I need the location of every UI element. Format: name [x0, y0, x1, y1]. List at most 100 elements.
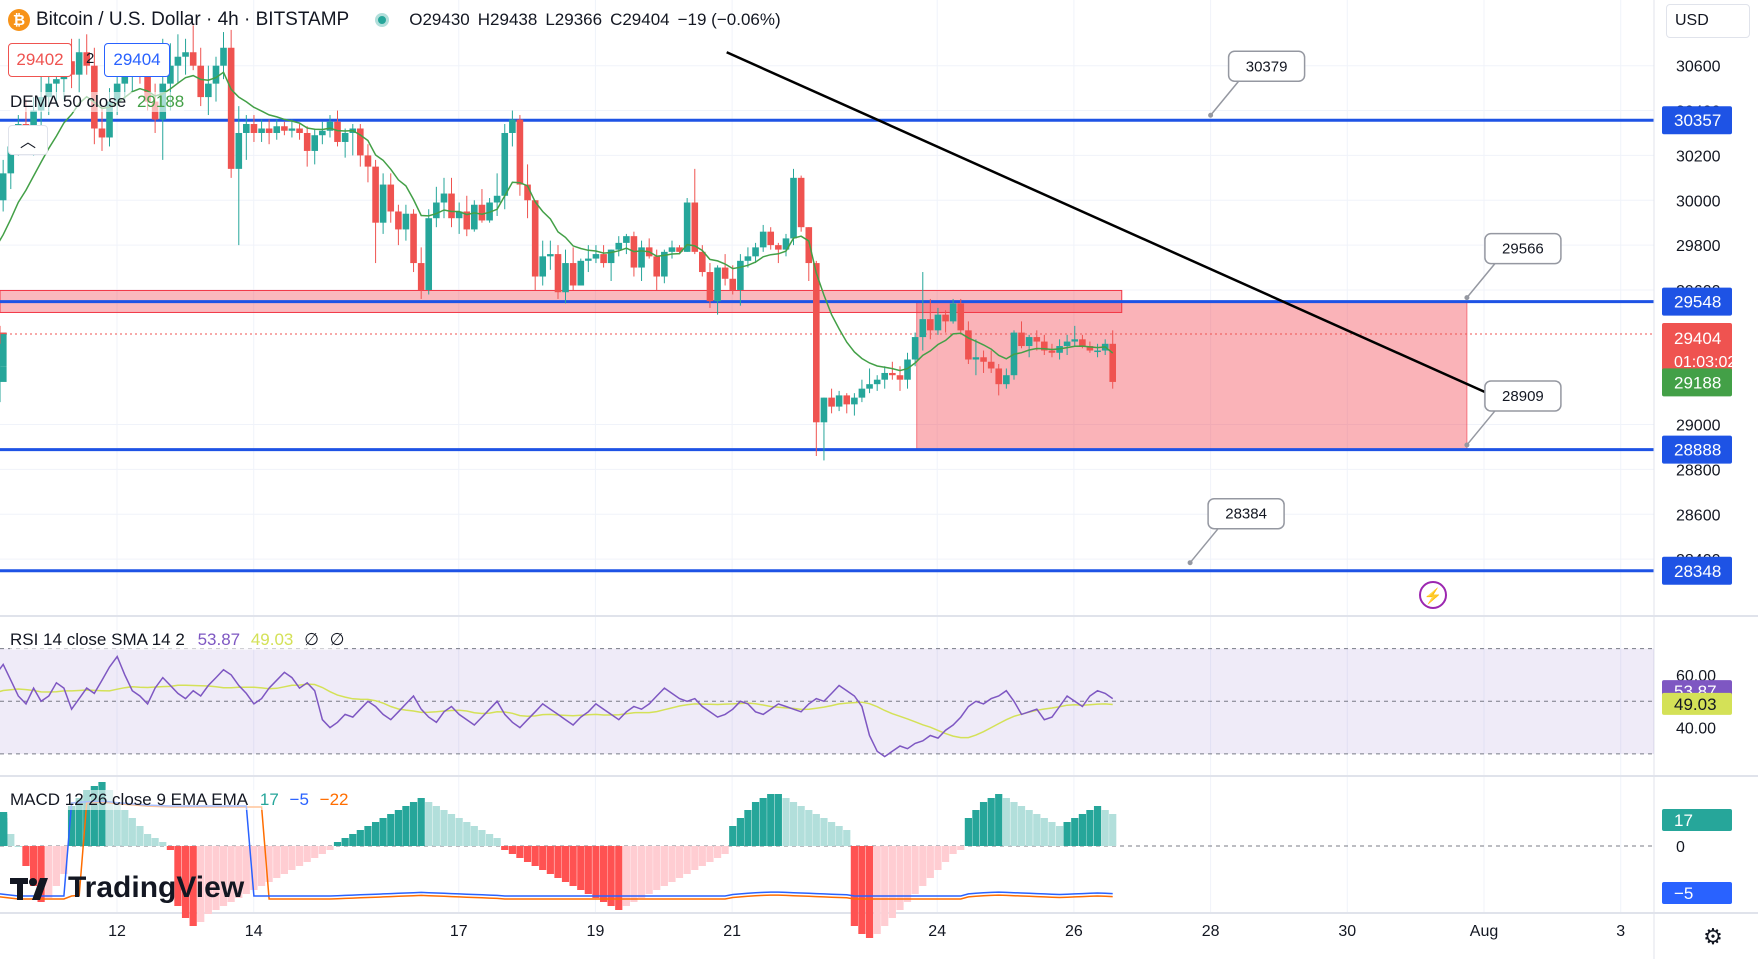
candle-body: [668, 247, 676, 252]
candle-body: [417, 263, 425, 290]
macd-hist-bar: [911, 846, 919, 894]
macd-hist-bar: [637, 846, 646, 898]
macd-hist-bar: [402, 806, 410, 846]
macd-hist-bar: [896, 846, 904, 910]
currency-selector[interactable]: USD: [1666, 4, 1750, 38]
dema-tag-text: 29188: [1674, 373, 1721, 392]
candle-body: [1086, 346, 1094, 351]
macd-hist-bar: [789, 802, 798, 846]
candle-body: [45, 83, 53, 98]
candle-body: [364, 155, 372, 167]
candle-body: [767, 231, 775, 246]
time-tick-label: 30: [1338, 923, 1356, 940]
candle-body: [387, 184, 395, 212]
price-tick-label: 30600: [1676, 59, 1721, 76]
macd-hist-bar: [447, 814, 456, 846]
callout-anchor: [1187, 560, 1193, 566]
candle-body: [425, 218, 433, 290]
macd-hist-bar: [387, 814, 395, 846]
sell-price-button[interactable]: 29402: [8, 43, 72, 77]
candle-body: [775, 245, 782, 250]
rsi-legend[interactable]: RSI 14 close SMA 14 2 53.87 49.03 ∅ ∅: [10, 630, 345, 650]
price-tick-label: 28800: [1676, 462, 1721, 479]
macd-hist-bar: [1086, 810, 1094, 846]
macd-hist-bar: [181, 846, 190, 918]
candle-body: [752, 247, 759, 257]
collapse-legend-button[interactable]: ︿: [8, 125, 48, 155]
macd-label: MACD 12 26 close 9 EMA EMA: [10, 790, 248, 809]
tradingview-logo[interactable]: TradingView: [10, 868, 244, 908]
candle-body: [227, 47, 235, 169]
macd-hist-bar: [827, 822, 836, 846]
macd-hist-bar: [888, 846, 896, 918]
tradingview-logo-text: TradingView: [68, 871, 245, 904]
macd-hist-bar: [121, 810, 129, 846]
macd-hist-bar: [83, 790, 91, 846]
candle-body: [531, 200, 539, 277]
symbol-header[interactable]: ₿ Bitcoin / U.S. Dollar · 4h · BITSTAMP …: [8, 6, 781, 34]
macd-hist-bar: [820, 818, 828, 846]
dema-value: 29188: [136, 92, 185, 111]
candle-body: [1033, 337, 1041, 342]
macd-hist-bar: [858, 846, 866, 934]
candle-body: [250, 124, 258, 133]
price-tick-label: 30200: [1676, 148, 1721, 165]
time-tick-label: 19: [587, 923, 605, 940]
candle-body: [1109, 343, 1117, 382]
candle-body: [341, 132, 349, 142]
candle-body: [851, 397, 858, 405]
rsi-line: [0, 654, 1114, 758]
symbol-title[interactable]: Bitcoin / U.S. Dollar · 4h · BITSTAMP: [36, 9, 350, 30]
macd-signal-tag-text: −5: [1674, 884, 1693, 903]
dema-legend[interactable]: DEMA 50 close 29188: [10, 92, 185, 112]
candle-body: [721, 267, 729, 279]
candle-body: [471, 204, 478, 230]
macd-hist-bar: [941, 846, 950, 862]
macd-hist-bar: [835, 826, 843, 846]
dema-tag: [1662, 368, 1732, 397]
gear-icon[interactable]: ⚙: [1703, 924, 1723, 949]
candle-body: [600, 254, 607, 264]
buy-price-button[interactable]: 29404: [104, 43, 170, 77]
candle-body: [182, 52, 189, 57]
macd-hist-bar: [759, 798, 767, 846]
macd-legend[interactable]: MACD 12 26 close 9 EMA EMA 17 −5 −22: [10, 790, 349, 810]
macd-hist-bar: [257, 846, 266, 886]
macd-hist-bar: [873, 846, 881, 934]
candle-body: [243, 124, 250, 133]
macd-hist-bar: [805, 810, 813, 846]
candle-body: [881, 372, 889, 380]
macd-hist-bar: [7, 834, 15, 846]
candle-body: [326, 121, 334, 131]
candle-body: [83, 52, 91, 66]
macd-hist-bar: [949, 846, 957, 854]
candle-body: [919, 319, 927, 338]
candle-body: [220, 47, 227, 66]
candle-body: [0, 366, 7, 382]
candle-body: [311, 135, 319, 151]
candle-body: [949, 303, 957, 322]
macd-hist-bar: [318, 846, 326, 854]
macd-hist-bar: [455, 818, 463, 846]
macd-hist-bar: [280, 846, 288, 874]
level-tag-30357: [1662, 106, 1732, 135]
candle-body: [934, 314, 942, 331]
macd-hist-bar: [546, 846, 554, 874]
macd-hist-bar: [706, 846, 714, 862]
time-tick-label: 3: [1616, 923, 1625, 940]
macd-tag-text: 17: [1674, 811, 1693, 830]
time-tick-label: Aug: [1470, 923, 1498, 940]
macd-hist-bar: [189, 846, 197, 926]
candle-body: [699, 251, 706, 273]
macd-hist-bar: [516, 846, 524, 858]
rsi-label: RSI 14 close SMA 14 2: [10, 630, 185, 649]
macd-hist-bar: [668, 846, 676, 882]
candle-body: [691, 202, 699, 252]
macd-hist-bar: [964, 818, 972, 846]
candle-body: [813, 263, 820, 423]
candle-body: [782, 238, 790, 250]
macd-hist-bar: [356, 830, 364, 846]
macd-hist-bar: [440, 810, 448, 846]
candle-body: [623, 236, 630, 243]
